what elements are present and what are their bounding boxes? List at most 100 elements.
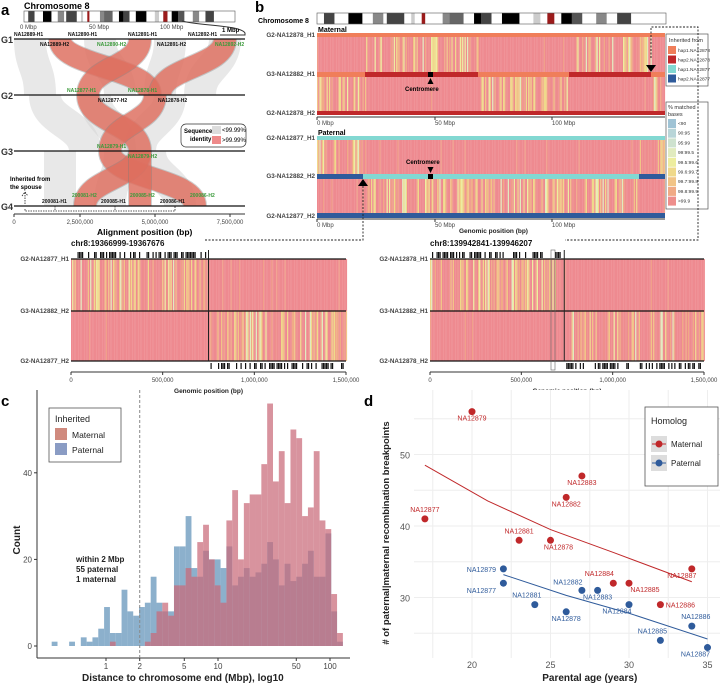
stripe (351, 140, 354, 174)
stripe (703, 311, 705, 361)
stripe (588, 37, 590, 72)
stripe (197, 311, 199, 361)
ideogram-band (171, 11, 179, 22)
variant-tick (582, 363, 584, 369)
stripe (623, 37, 625, 72)
ideogram-band (57, 11, 65, 22)
stripe (560, 259, 563, 311)
stripe (519, 179, 522, 213)
stripe (330, 311, 332, 361)
panel-a: a Chromosome 8 0 Mbp 50 Mbp 100 Mbp 1 Mb… (1, 1, 247, 237)
variant-tick (160, 252, 162, 258)
stripe (455, 37, 457, 72)
stripe (450, 37, 452, 72)
stripe (626, 311, 629, 361)
ideogram-band (362, 13, 374, 24)
variant-tick (82, 252, 84, 258)
stripe (375, 77, 378, 111)
stripe (530, 77, 532, 111)
stripe (473, 179, 475, 213)
stripe (329, 37, 331, 72)
stripe (666, 311, 668, 361)
stripe (371, 37, 373, 72)
stripe (318, 77, 320, 111)
stripe (627, 77, 630, 111)
variant-tick (88, 252, 90, 258)
stripe (393, 140, 396, 174)
stripe (441, 37, 444, 72)
stripe (404, 140, 406, 174)
stripe (488, 77, 490, 111)
stripe (617, 259, 619, 311)
stripe (116, 259, 118, 311)
stripe (671, 259, 673, 311)
stripe (373, 77, 375, 111)
stripe (486, 37, 488, 72)
stripe (445, 311, 447, 361)
stripe (570, 179, 572, 213)
stripe (141, 259, 144, 311)
stripe (164, 311, 166, 361)
y-tick-label: 0 (28, 642, 33, 651)
trend-line-paternal (503, 574, 708, 640)
stripe (221, 259, 223, 311)
stripe (210, 259, 212, 311)
stripe (492, 77, 494, 111)
stripe (547, 140, 549, 174)
stripe (381, 37, 384, 72)
stripe (482, 37, 484, 72)
stripe (317, 77, 319, 111)
stripe (449, 77, 451, 111)
stripe (572, 37, 574, 72)
stripe (492, 259, 494, 311)
stripe (522, 37, 524, 72)
stripe (509, 140, 511, 174)
stripe (260, 311, 262, 361)
x-axis-label: Genomic position (bp) (174, 388, 243, 395)
stripe (547, 179, 549, 213)
stripe (342, 37, 344, 72)
variant-tick (555, 252, 557, 258)
stripe (500, 140, 502, 174)
stripe (371, 77, 373, 111)
stripe (516, 140, 518, 174)
tick-label: 100 Mbp (552, 121, 576, 127)
stripe (165, 311, 168, 361)
stripe (389, 37, 391, 72)
stripe (548, 77, 550, 111)
stripe (702, 311, 704, 361)
stripe (477, 140, 480, 174)
stripe (491, 311, 493, 361)
stripe (606, 37, 608, 72)
stripe (407, 37, 409, 72)
stripe (656, 77, 658, 111)
stripe (580, 311, 582, 361)
variant-tick (276, 363, 278, 369)
stripe (626, 77, 628, 111)
stripe (506, 140, 508, 174)
haplotype-comparison-tracks: G2-NA12878_H1G3-NA12882_H1G2-NA12878_H2G… (266, 32, 666, 229)
stripe (614, 140, 616, 174)
stripe (483, 77, 486, 111)
variant-tick (535, 252, 537, 258)
stripe (692, 311, 695, 361)
stripe (314, 311, 316, 361)
stripe (537, 37, 540, 72)
legend-label: Paternal (671, 459, 701, 468)
stripe (571, 140, 573, 174)
stripe (396, 179, 398, 213)
stripe (482, 311, 485, 361)
stripe (171, 311, 174, 361)
stripe (590, 179, 592, 213)
stripe (326, 37, 328, 72)
track-label: G2-NA12878_H1 (379, 256, 428, 263)
stripe (356, 179, 358, 213)
stripe (632, 77, 634, 111)
stripe (411, 179, 414, 213)
stripe (510, 179, 512, 213)
connector-maternal (565, 26, 699, 241)
stripe (495, 179, 498, 213)
legend-swatch (668, 196, 676, 206)
stripe (691, 311, 693, 361)
stripe (74, 259, 76, 311)
